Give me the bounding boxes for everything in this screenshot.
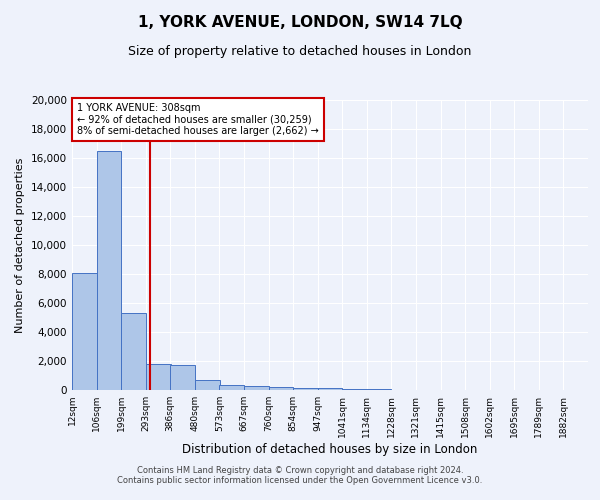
X-axis label: Distribution of detached houses by size in London: Distribution of detached houses by size … — [182, 442, 478, 456]
Bar — [317, 388, 343, 390]
Bar — [293, 388, 318, 390]
Bar — [244, 386, 269, 390]
Bar — [170, 364, 195, 390]
Bar — [97, 151, 121, 390]
Bar — [121, 313, 146, 390]
Bar — [343, 389, 367, 390]
Bar — [195, 380, 220, 390]
Bar — [146, 364, 170, 390]
Bar — [220, 385, 244, 390]
Bar — [269, 387, 293, 390]
Text: 1, YORK AVENUE, LONDON, SW14 7LQ: 1, YORK AVENUE, LONDON, SW14 7LQ — [137, 15, 463, 30]
Y-axis label: Number of detached properties: Number of detached properties — [16, 158, 25, 332]
Text: Contains HM Land Registry data © Crown copyright and database right 2024.
Contai: Contains HM Land Registry data © Crown c… — [118, 466, 482, 485]
Bar — [72, 272, 97, 390]
Text: 1 YORK AVENUE: 308sqm
← 92% of detached houses are smaller (30,259)
8% of semi-d: 1 YORK AVENUE: 308sqm ← 92% of detached … — [77, 103, 319, 136]
Text: Size of property relative to detached houses in London: Size of property relative to detached ho… — [128, 45, 472, 58]
